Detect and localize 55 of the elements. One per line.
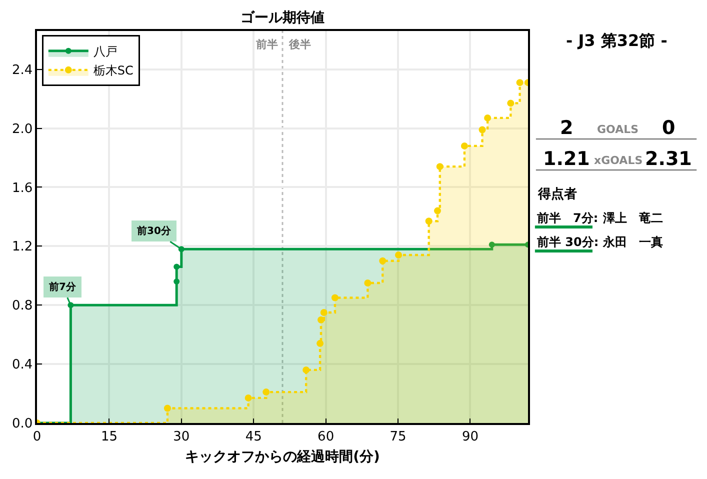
- x-tick-label: 60: [318, 429, 334, 444]
- point: [434, 207, 441, 214]
- x-tick-label: 90: [462, 429, 479, 444]
- point: [395, 252, 402, 258]
- point: [174, 278, 180, 285]
- x-tick-label: 75: [390, 429, 406, 444]
- y-tick-label: 0.4: [12, 358, 33, 373]
- y-tick-label: 0.8: [12, 298, 33, 314]
- point: [507, 100, 514, 107]
- point: [244, 394, 252, 402]
- data-label: 1.21: [543, 148, 590, 170]
- point: [262, 388, 270, 396]
- x-tick-label: 0: [32, 429, 42, 444]
- text: 前半 7分:: [536, 211, 598, 225]
- text: 前半 30分:: [536, 235, 599, 249]
- point: [302, 366, 310, 374]
- point: [484, 114, 492, 122]
- text: 澤上 竜二: [602, 211, 663, 225]
- data-label: 2: [560, 117, 574, 139]
- point: [364, 280, 372, 286]
- x-tick-label: 45: [245, 429, 262, 444]
- point: [516, 79, 524, 86]
- chart-title: ゴール期待値: [240, 10, 324, 26]
- category-label: GOALS: [597, 123, 639, 136]
- text: 永田 一真: [602, 235, 663, 249]
- point: [379, 257, 386, 264]
- y-tick-label: 2.4: [12, 62, 33, 78]
- point: [436, 163, 444, 170]
- ref-line-label: 前半 後半: [255, 38, 311, 51]
- y-tick-label: 0.0: [12, 416, 33, 432]
- x-tick-label: 30: [173, 429, 190, 444]
- point: [460, 142, 468, 150]
- legend-label: 栃木SC: [93, 64, 134, 78]
- point: [174, 264, 180, 270]
- x-tick-label: 15: [100, 429, 118, 444]
- point: [164, 404, 171, 412]
- data-label: 2.31: [645, 148, 692, 170]
- point: [320, 308, 328, 316]
- point: [425, 218, 432, 225]
- annotation: 前7分: [48, 281, 77, 293]
- annotation: 前30分: [136, 225, 172, 237]
- y-tick-label: 2.0: [12, 122, 33, 137]
- category-label: xGOALS: [594, 154, 643, 167]
- legend-label: 八戸: [93, 44, 118, 59]
- text: - J3 第32節 -: [566, 31, 668, 50]
- y-tick-label: 1.2: [12, 240, 33, 255]
- point: [316, 340, 324, 347]
- point: [318, 316, 325, 324]
- point: [478, 126, 486, 134]
- data-label: 0: [662, 117, 676, 139]
- x-axis-title: キックオフからの経過時間(分): [185, 449, 380, 466]
- text: 得点者: [537, 186, 577, 202]
- point: [488, 242, 495, 248]
- point: [331, 294, 338, 302]
- y-tick-label: 1.6: [12, 180, 33, 196]
